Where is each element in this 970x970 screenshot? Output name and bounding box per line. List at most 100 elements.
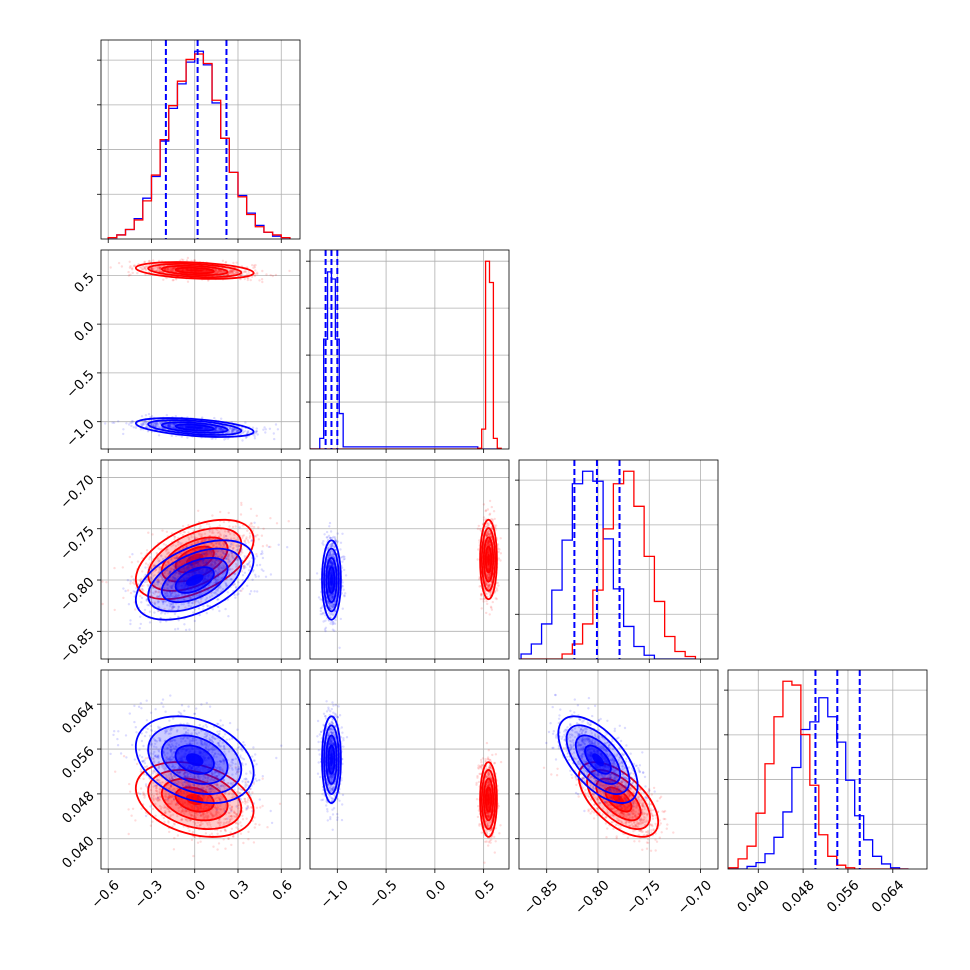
sample-point <box>160 547 163 551</box>
sample-point <box>220 428 223 431</box>
sample-point <box>171 576 175 579</box>
sample-point <box>251 426 255 429</box>
sample-point <box>222 564 225 567</box>
sample-point <box>209 549 212 552</box>
sample-point <box>141 424 144 427</box>
sample-point <box>203 532 207 535</box>
sample-point <box>218 269 221 272</box>
sample-point <box>478 528 482 531</box>
sample-point <box>256 590 259 593</box>
sample-point <box>226 273 229 276</box>
sample-point <box>195 560 199 564</box>
sample-point <box>227 554 230 557</box>
sample-point <box>239 547 242 550</box>
sample-point <box>156 266 159 269</box>
sample-point <box>224 581 227 585</box>
sample-point <box>261 556 265 560</box>
sample-point <box>224 437 227 440</box>
sample-point <box>189 564 192 567</box>
sample-point <box>214 427 217 431</box>
sample-point <box>227 272 230 276</box>
sample-point <box>488 533 491 536</box>
sample-point <box>166 583 169 586</box>
sample-point <box>150 266 154 270</box>
sample-point <box>256 272 259 276</box>
sample-point <box>226 558 230 561</box>
sample-point <box>251 570 255 573</box>
sample-point <box>254 432 257 435</box>
sample-point <box>166 569 169 572</box>
sample-point <box>157 571 160 574</box>
sample-point <box>214 429 217 432</box>
sample-point <box>230 537 233 540</box>
sample-point <box>486 532 489 535</box>
sample-point <box>131 268 134 271</box>
sample-point <box>225 534 228 538</box>
sample-point <box>122 596 125 600</box>
histogram-panel-0 <box>97 39 301 240</box>
sample-point <box>164 569 167 572</box>
sample-point <box>174 628 177 631</box>
sample-point <box>188 538 191 541</box>
sample-point <box>127 270 130 274</box>
sample-point <box>168 268 171 272</box>
sample-point <box>238 526 241 529</box>
sample-point <box>129 421 132 424</box>
sample-point <box>248 536 251 539</box>
sample-point <box>274 273 278 277</box>
sample-point <box>169 603 172 606</box>
sample-point <box>233 428 236 431</box>
sample-point <box>209 563 212 566</box>
sample-point <box>158 269 162 272</box>
sample-point <box>141 267 144 271</box>
sample-point <box>200 552 204 556</box>
sample-point <box>206 588 209 591</box>
sample-point <box>162 599 165 602</box>
sample-point <box>156 580 159 584</box>
sample-point <box>246 276 249 280</box>
sample-point <box>158 568 161 571</box>
sample-point <box>173 535 176 538</box>
sample-point <box>167 580 171 583</box>
sample-point <box>248 524 251 527</box>
sample-point <box>247 276 250 280</box>
sample-point <box>234 596 237 599</box>
sample-point <box>253 437 257 440</box>
sample-point <box>177 572 180 576</box>
sample-point <box>487 522 490 525</box>
sample-point <box>229 268 233 272</box>
sample-point <box>236 558 240 562</box>
sample-point <box>205 561 208 564</box>
sample-point <box>222 429 225 432</box>
sample-point <box>172 426 176 430</box>
sample-point <box>235 271 238 274</box>
sample-point <box>222 566 226 569</box>
sample-point <box>214 562 217 565</box>
sample-point <box>153 611 156 614</box>
sample-point <box>208 583 211 587</box>
sample-point <box>229 544 232 547</box>
sample-point <box>488 593 492 596</box>
sample-point <box>157 434 161 437</box>
sample-point <box>147 563 150 567</box>
sample-point <box>168 571 172 574</box>
sample-point <box>269 273 272 277</box>
sample-point <box>480 592 483 596</box>
sample-point <box>241 439 244 442</box>
sample-point <box>147 569 151 572</box>
sample-point <box>183 531 187 534</box>
sample-point <box>216 550 219 553</box>
sample-point <box>141 265 145 268</box>
sample-point <box>224 567 227 570</box>
sample-point <box>264 575 268 578</box>
sample-point <box>139 622 142 626</box>
sample-point <box>218 429 222 432</box>
sample-point <box>486 525 489 528</box>
sample-point <box>139 423 143 426</box>
sample-point <box>175 554 178 558</box>
sample-point <box>165 587 168 590</box>
sample-point <box>219 269 222 272</box>
sample-point <box>233 582 236 586</box>
sample-point <box>172 568 176 571</box>
sample-point <box>214 429 218 432</box>
